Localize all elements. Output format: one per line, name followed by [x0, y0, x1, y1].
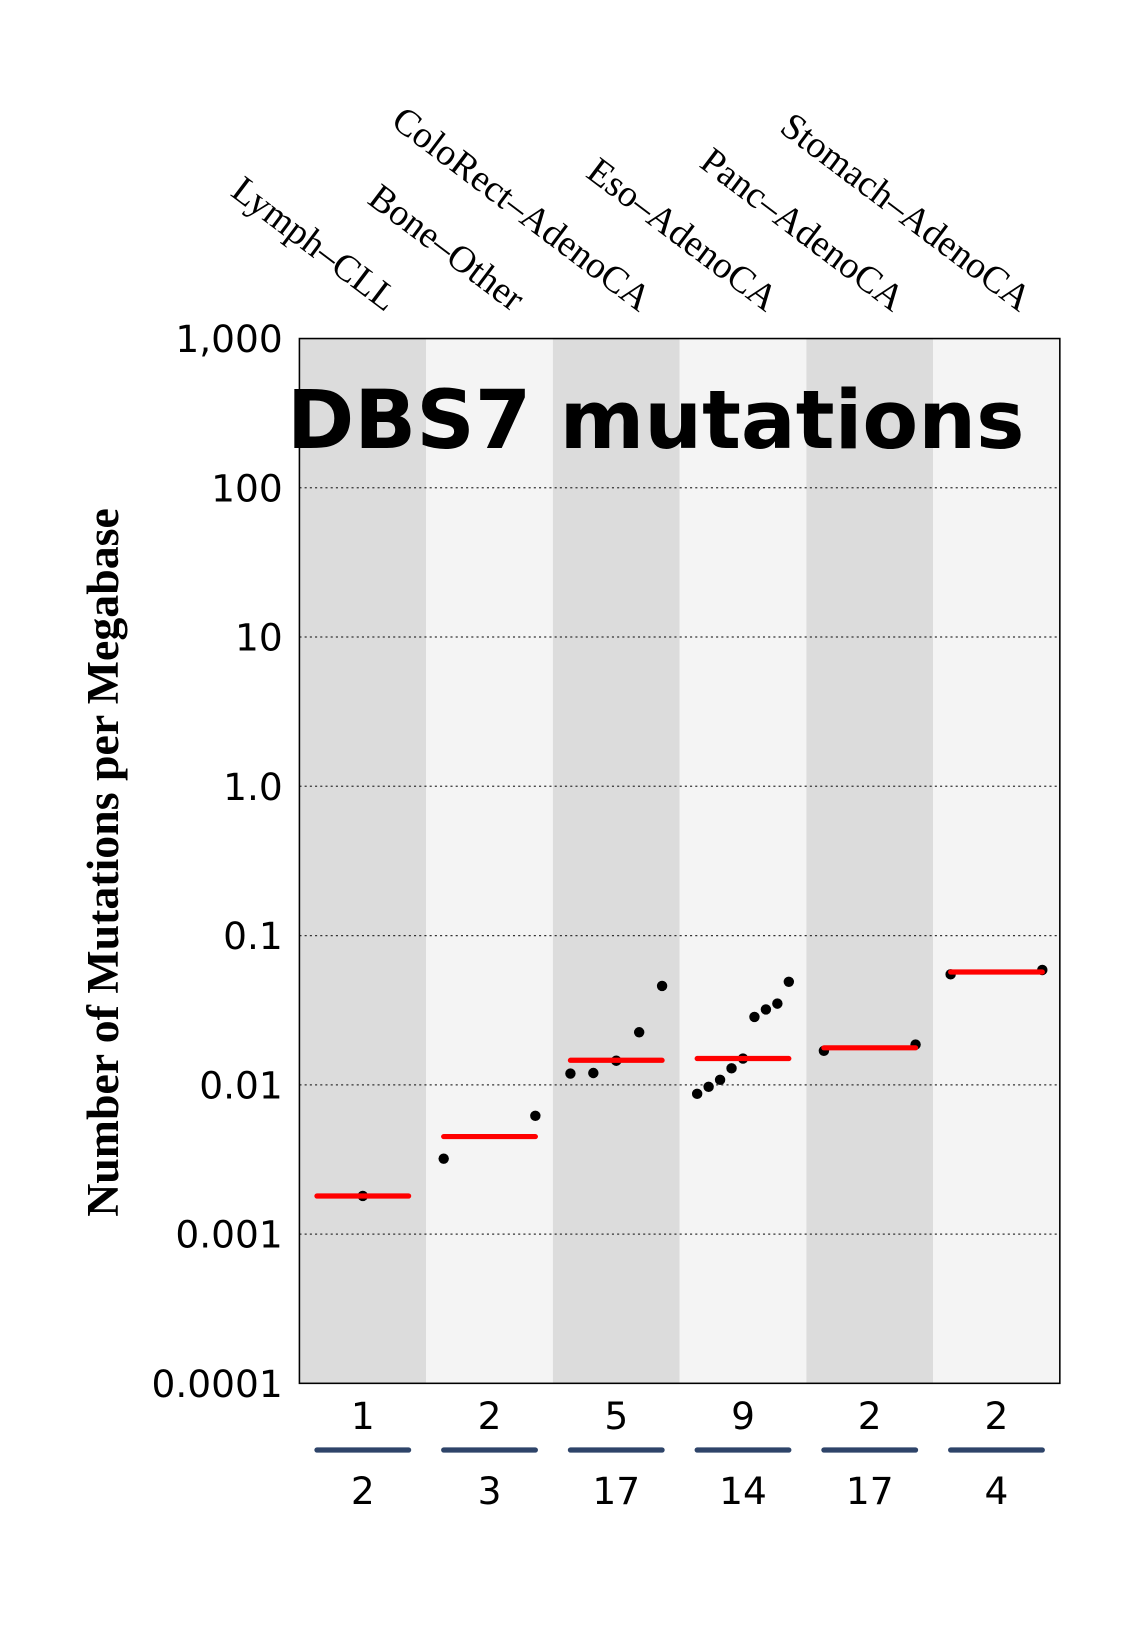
samples-total-count: 2: [351, 1469, 375, 1513]
y-tick-label: 0.001: [175, 1213, 282, 1257]
y-tick-label: 100: [211, 466, 283, 510]
data-point: [760, 1004, 772, 1015]
column-band: [299, 338, 427, 1384]
samples-total-count: 14: [719, 1469, 767, 1513]
chart-title: DBS7 mutations: [287, 374, 1025, 468]
data-point: [565, 1068, 576, 1079]
y-tick-label: 10: [235, 616, 283, 660]
data-point: [691, 1088, 703, 1100]
column-band: [679, 338, 807, 1384]
data-point: [749, 1011, 760, 1023]
y-axis-label: Number of Mutations per Megabase: [77, 508, 128, 1217]
column-band: [426, 338, 553, 1384]
samples-with-count: 1: [351, 1394, 375, 1438]
data-point: [530, 1110, 541, 1122]
samples-total-count: 4: [985, 1469, 1009, 1513]
y-tick-label: 1.0: [223, 765, 283, 809]
data-point: [656, 980, 668, 992]
column-band: [552, 338, 680, 1384]
y-tick-label: 0.01: [199, 1063, 282, 1107]
samples-total-count: 17: [846, 1469, 894, 1513]
samples-with-count: 2: [858, 1394, 882, 1438]
data-point: [703, 1081, 714, 1093]
samples-with-count: 2: [478, 1394, 502, 1438]
data-point: [438, 1153, 449, 1164]
column-band: [806, 338, 934, 1384]
data-point: [588, 1067, 599, 1079]
column-band: [933, 338, 1060, 1384]
samples-total-count: 3: [478, 1469, 502, 1513]
y-tick-label: 0.0001: [152, 1362, 283, 1406]
data-point: [783, 976, 795, 988]
samples-with-count: 2: [985, 1394, 1009, 1438]
samples-total-count: 17: [592, 1469, 640, 1513]
samples-with-count: 9: [731, 1394, 755, 1438]
y-tick-label: 1,000: [175, 317, 282, 361]
data-point: [714, 1074, 726, 1086]
data-point: [633, 1027, 645, 1038]
y-tick-label: 0.1: [223, 914, 283, 958]
data-point: [726, 1063, 737, 1074]
data-point: [772, 998, 783, 1009]
samples-with-count: 5: [604, 1394, 628, 1438]
plot-frame: [298, 337, 1061, 1385]
